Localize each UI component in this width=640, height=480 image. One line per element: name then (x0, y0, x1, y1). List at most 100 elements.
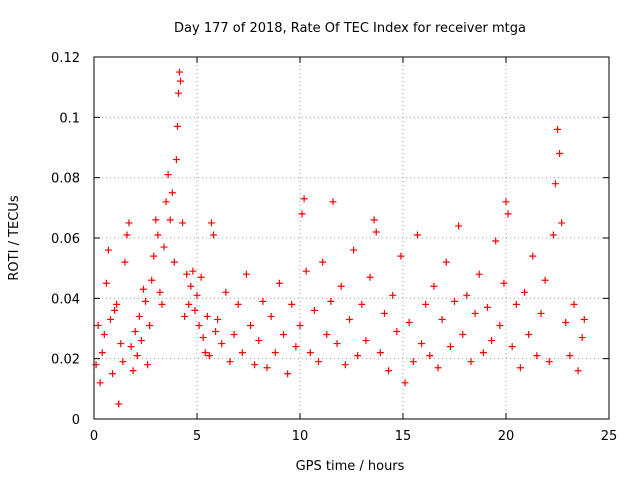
data-point (455, 222, 463, 230)
y-axis-label: ROTI / TECUs (7, 195, 22, 280)
data-point (409, 358, 417, 366)
data-point (222, 288, 230, 296)
data-point (117, 340, 125, 348)
y-tick-label: 0.02 (51, 353, 80, 368)
data-point (135, 312, 143, 320)
data-point (259, 297, 267, 305)
data-point (234, 300, 242, 308)
data-point (162, 198, 170, 206)
data-point (393, 328, 401, 336)
data-point (558, 219, 566, 227)
data-point (106, 315, 114, 323)
data-point (578, 334, 586, 342)
data-point (566, 352, 574, 360)
data-point (123, 231, 131, 239)
data-point (125, 219, 133, 227)
data-point (422, 300, 430, 308)
data-point (483, 303, 491, 311)
data-point (500, 279, 508, 287)
data-point (187, 282, 195, 290)
data-point (183, 270, 191, 278)
data-point (154, 231, 162, 239)
data-point (442, 258, 450, 266)
data-point (459, 331, 467, 339)
data-point (362, 337, 370, 345)
data-point (251, 361, 259, 369)
data-point (267, 312, 275, 320)
data-point (129, 367, 137, 375)
data-point (174, 89, 182, 97)
data-point (139, 285, 147, 293)
data-point (160, 243, 168, 251)
data-point (446, 343, 454, 351)
x-tick-label: 5 (193, 429, 201, 444)
data-point (127, 343, 135, 351)
data-point (111, 306, 119, 314)
data-point (271, 349, 279, 357)
data-point (94, 321, 102, 329)
data-point (327, 297, 335, 305)
data-point (401, 379, 409, 387)
data-point (133, 352, 141, 360)
data-point (549, 231, 557, 239)
data-point (175, 68, 183, 76)
data-point (164, 171, 172, 179)
data-point (496, 321, 504, 329)
data-point (504, 210, 512, 218)
plot-frame (93, 56, 610, 420)
data-point (380, 309, 388, 317)
data-point (255, 337, 263, 345)
data-point (104, 246, 112, 254)
data-point (471, 309, 479, 317)
data-point (516, 364, 524, 372)
data-point (247, 321, 255, 329)
x-tick-label: 20 (498, 429, 515, 444)
data-point (181, 312, 189, 320)
data-point (201, 349, 209, 357)
data-point (512, 300, 520, 308)
data-point (263, 364, 271, 372)
data-point (195, 321, 203, 329)
data-point (467, 358, 475, 366)
data-point (109, 370, 117, 378)
data-point (280, 331, 288, 339)
data-point (418, 340, 426, 348)
y-tick-label: 0.12 (51, 51, 80, 66)
data-point (570, 300, 578, 308)
data-point (166, 216, 174, 224)
data-point (492, 237, 500, 245)
data-point (529, 252, 537, 260)
data-point (119, 358, 127, 366)
data-point (323, 331, 331, 339)
y-tick-label: 0.1 (59, 111, 80, 126)
data-point (96, 379, 104, 387)
data-point (430, 282, 438, 290)
data-point (193, 291, 201, 299)
axis-ticks: 0 5 10 15 20 25 0 0.02 0.04 0.06 0.08 0.1 0.12 (51, 51, 617, 444)
chart-title: Day 177 of 2018, Rate Of TEC Index for r… (174, 21, 526, 36)
data-point (113, 300, 121, 308)
data-point (242, 270, 250, 278)
data-point (205, 352, 213, 360)
data-point (389, 291, 397, 299)
data-point (152, 216, 160, 224)
data-point (115, 400, 123, 408)
data-point (521, 288, 529, 296)
data-point (177, 77, 185, 85)
data-point (179, 219, 187, 227)
data-point (525, 331, 533, 339)
data-point (238, 349, 246, 357)
data-point (341, 361, 349, 369)
data-point (292, 343, 300, 351)
data-points (92, 68, 588, 408)
data-point (541, 276, 549, 284)
data-point (397, 252, 405, 260)
data-point (185, 300, 193, 308)
data-point (173, 122, 181, 130)
data-point (218, 340, 226, 348)
data-point (508, 343, 516, 351)
data-point (296, 321, 304, 329)
data-point (405, 318, 413, 326)
y-tick-label: 0.04 (51, 292, 80, 307)
data-point (345, 315, 353, 323)
